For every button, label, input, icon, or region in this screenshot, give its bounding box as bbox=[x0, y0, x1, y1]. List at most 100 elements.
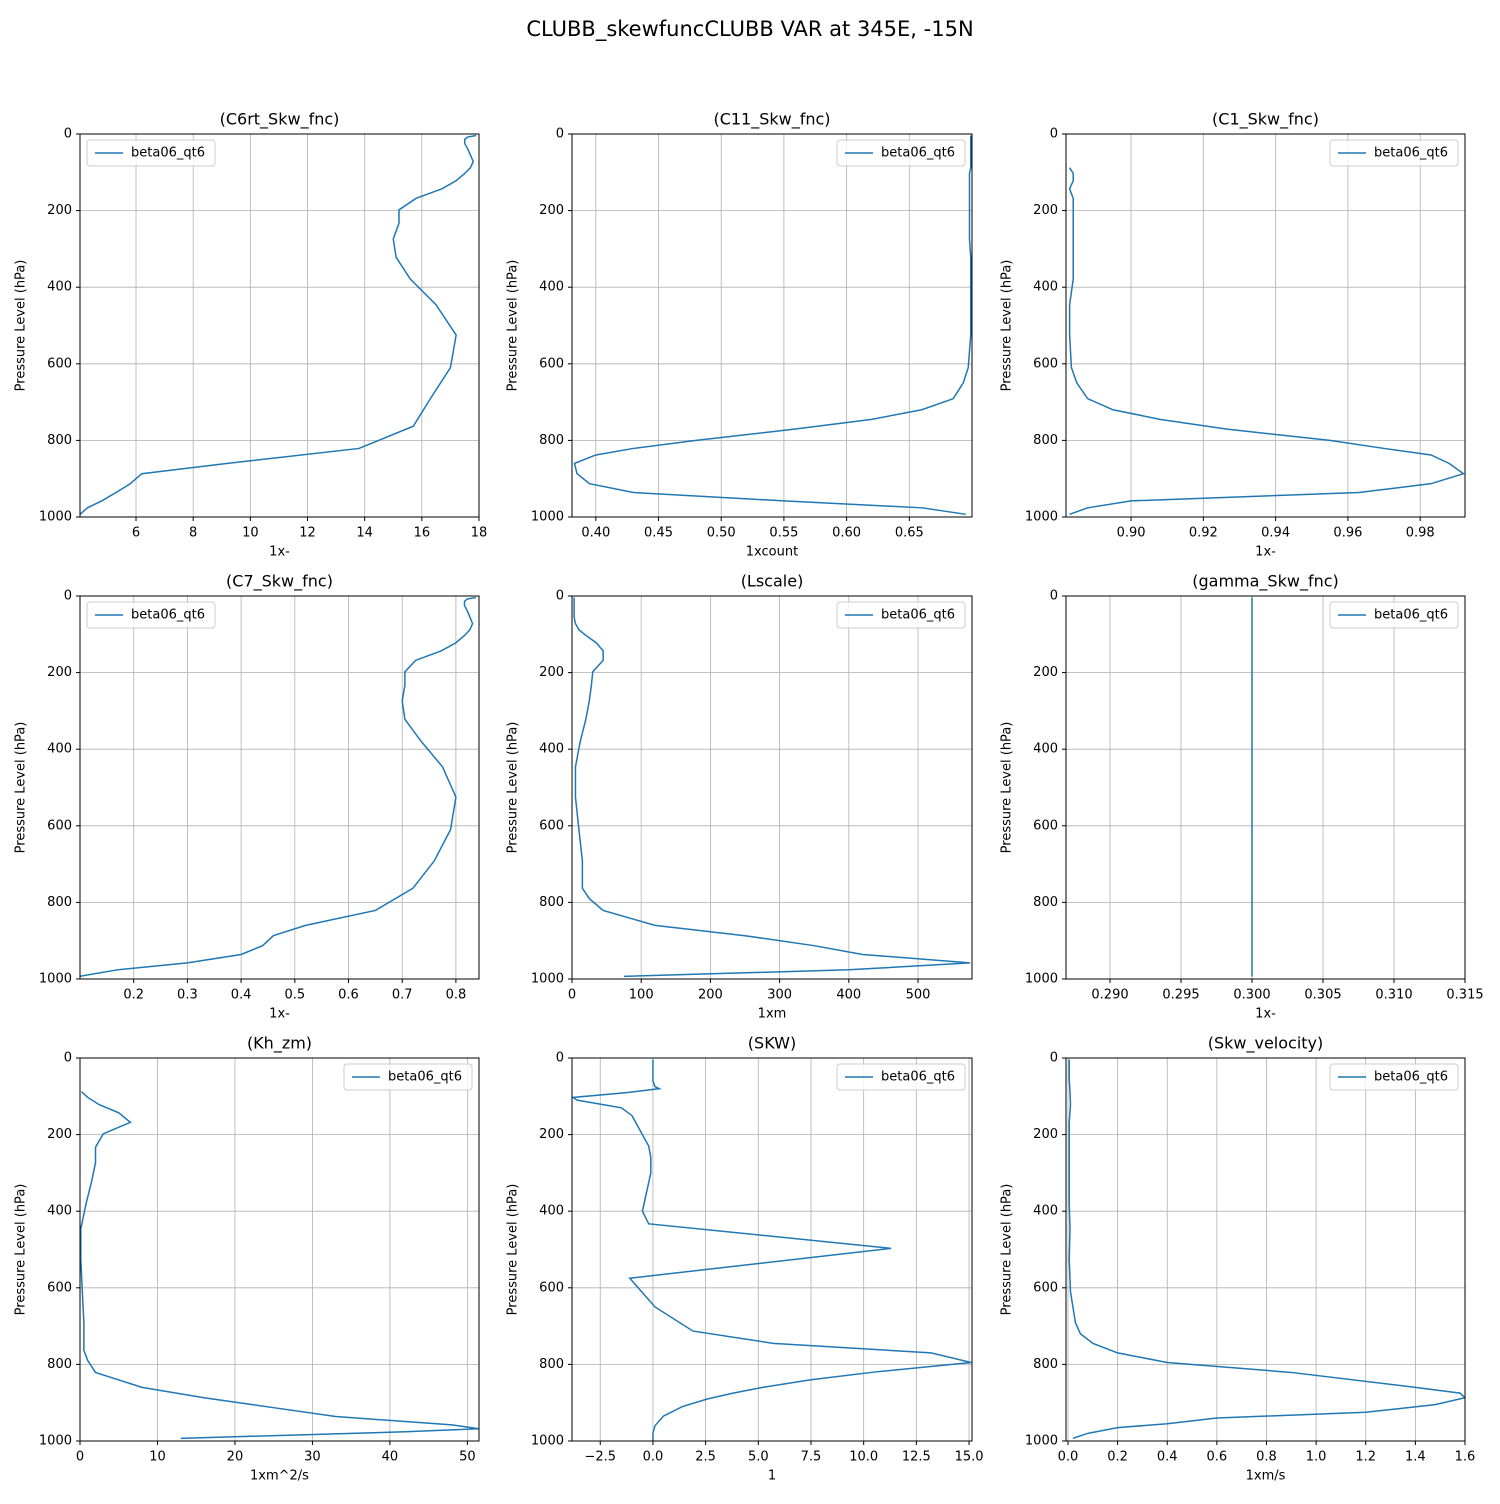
x-tick-label: 18 bbox=[471, 526, 488, 541]
y-tick-label: 400 bbox=[1033, 1204, 1058, 1219]
y-tick-label: 600 bbox=[47, 1280, 72, 1295]
x-tick-label: 0.6 bbox=[1207, 1450, 1228, 1465]
y-tick-label: 400 bbox=[47, 280, 72, 295]
x-tick-label: 0.98 bbox=[1406, 526, 1435, 541]
x-tick-label: 16 bbox=[414, 526, 431, 541]
x-tick-label: 0.8 bbox=[1256, 1450, 1277, 1465]
x-axis-label: 1x- bbox=[1255, 1007, 1276, 1022]
x-tick-label: 0.295 bbox=[1162, 988, 1199, 1003]
subplot: 6 8 10 12 14 16 18 0 200 400 600 800 1000 (C6rt_Skw_f… bbox=[14, 110, 488, 560]
subplot: 0 10 20 30 40 50 0 200 400 600 800 1000 (Kh_zm) 1xm^2… bbox=[14, 1034, 480, 1484]
x-tick-label: 0.7 bbox=[392, 988, 413, 1003]
x-tick-label: 0.96 bbox=[1333, 526, 1362, 541]
axes-frame bbox=[1065, 133, 1466, 518]
y-tick-label: 600 bbox=[539, 356, 564, 371]
legend-label: beta06_qt6 bbox=[881, 1070, 955, 1085]
x-tick-label: 15.0 bbox=[955, 1450, 984, 1465]
y-tick-label: 400 bbox=[47, 742, 72, 757]
x-tick-label: 1.2 bbox=[1355, 1450, 1376, 1465]
subplot-title: (C6rt_Skw_fnc) bbox=[220, 110, 340, 130]
axes-frame bbox=[571, 595, 973, 980]
x-tick-label: 30 bbox=[304, 1450, 321, 1465]
legend-label: beta06_qt6 bbox=[881, 608, 955, 623]
subplot-title: (C11_Skw_fnc) bbox=[713, 110, 830, 130]
x-tick-label: 0.3 bbox=[177, 988, 198, 1003]
legend-box bbox=[343, 1063, 473, 1091]
subplot-title: (Lscale) bbox=[741, 572, 804, 591]
subplot-title: (C7_Skw_fnc) bbox=[226, 572, 333, 592]
y-tick-label: 1000 bbox=[39, 1434, 72, 1449]
x-axis-label: 1xm/s bbox=[1246, 1469, 1286, 1484]
y-axis-label: Pressure Level (hPa) bbox=[506, 260, 521, 392]
legend-label: beta06_qt6 bbox=[1374, 146, 1448, 161]
axes-frame bbox=[79, 1057, 480, 1442]
data-line bbox=[80, 596, 476, 978]
x-tick-label: 12 bbox=[299, 526, 316, 541]
y-axis-label: Pressure Level (hPa) bbox=[14, 1184, 29, 1316]
y-tick-label: 800 bbox=[1033, 895, 1058, 910]
y-tick-label: 0 bbox=[556, 1051, 564, 1066]
y-tick-label: 800 bbox=[47, 433, 72, 448]
x-tick-label: 0.2 bbox=[123, 988, 144, 1003]
x-tick-label: 300 bbox=[767, 988, 792, 1003]
x-tick-label: 0.0 bbox=[1058, 1450, 1079, 1465]
y-tick-label: 0 bbox=[556, 127, 564, 142]
subplot: 0.90 0.92 0.94 0.96 0.98 0 200 400 600 800 1000 (C1… bbox=[1000, 110, 1466, 560]
legend-label: beta06_qt6 bbox=[1374, 1070, 1448, 1085]
y-tick-label: 600 bbox=[539, 1280, 564, 1295]
x-tick-label: 1.0 bbox=[1306, 1450, 1327, 1465]
axes-frame bbox=[571, 1057, 973, 1442]
y-tick-label: 0 bbox=[1050, 127, 1058, 142]
data-line bbox=[80, 134, 477, 515]
y-tick-label: 1000 bbox=[531, 972, 564, 987]
x-tick-label: 14 bbox=[356, 526, 373, 541]
x-axis-label: 1xm bbox=[758, 1007, 787, 1022]
x-tick-label: 2.5 bbox=[695, 1450, 716, 1465]
axes-frame bbox=[79, 133, 480, 518]
x-tick-label: 0.90 bbox=[1117, 526, 1146, 541]
x-tick-label: 10 bbox=[149, 1450, 166, 1465]
y-tick-label: 1000 bbox=[1025, 972, 1058, 987]
y-tick-label: 800 bbox=[539, 895, 564, 910]
legend-label: beta06_qt6 bbox=[388, 1070, 462, 1085]
x-tick-label: 0.60 bbox=[832, 526, 861, 541]
legend-box bbox=[1329, 139, 1459, 167]
y-tick-label: 1000 bbox=[1025, 1434, 1058, 1449]
data-line bbox=[573, 597, 970, 978]
y-tick-label: 200 bbox=[47, 203, 72, 218]
x-tick-label: 40 bbox=[382, 1450, 399, 1465]
x-tick-label: 400 bbox=[836, 988, 861, 1003]
axes-frame bbox=[571, 133, 973, 518]
subplot-title: (SKW) bbox=[748, 1034, 796, 1053]
y-tick-label: 400 bbox=[1033, 742, 1058, 757]
x-tick-label: 0.4 bbox=[231, 988, 252, 1003]
x-tick-label: 100 bbox=[629, 988, 654, 1003]
y-tick-label: 800 bbox=[539, 1357, 564, 1372]
x-tick-label: 0.40 bbox=[581, 526, 610, 541]
x-tick-label: 5.0 bbox=[748, 1450, 769, 1465]
subplot-title: (gamma_Skw_fnc) bbox=[1192, 572, 1339, 592]
figure-title: CLUBB_skewfuncCLUBB VAR at 345E, -15N bbox=[526, 17, 973, 42]
y-tick-label: 0 bbox=[64, 127, 72, 142]
y-axis-label: Pressure Level (hPa) bbox=[506, 1184, 521, 1316]
x-tick-label: 0.65 bbox=[895, 526, 924, 541]
x-tick-label: 0.6 bbox=[338, 988, 359, 1003]
y-tick-label: 200 bbox=[539, 1127, 564, 1142]
x-tick-label: 6 bbox=[132, 526, 140, 541]
legend-label: beta06_qt6 bbox=[131, 608, 205, 623]
x-tick-label: 0.315 bbox=[1446, 988, 1483, 1003]
x-tick-label: 200 bbox=[698, 988, 723, 1003]
y-axis-label: Pressure Level (hPa) bbox=[1000, 1184, 1015, 1316]
x-tick-label: 0.8 bbox=[446, 988, 467, 1003]
subplot-title: (Kh_zm) bbox=[247, 1034, 312, 1054]
data-line bbox=[1068, 1059, 1465, 1440]
y-tick-label: 200 bbox=[539, 665, 564, 680]
x-tick-label: 0.300 bbox=[1233, 988, 1270, 1003]
legend-box bbox=[86, 139, 216, 167]
y-tick-label: 600 bbox=[47, 356, 72, 371]
x-tick-label: 0.50 bbox=[707, 526, 736, 541]
subplot: 0.40 0.45 0.50 0.55 0.60 0.65 0 200 400 600 800 100… bbox=[506, 110, 973, 560]
y-tick-label: 0 bbox=[1050, 1051, 1058, 1066]
subplot-title: (C1_Skw_fnc) bbox=[1212, 110, 1319, 130]
